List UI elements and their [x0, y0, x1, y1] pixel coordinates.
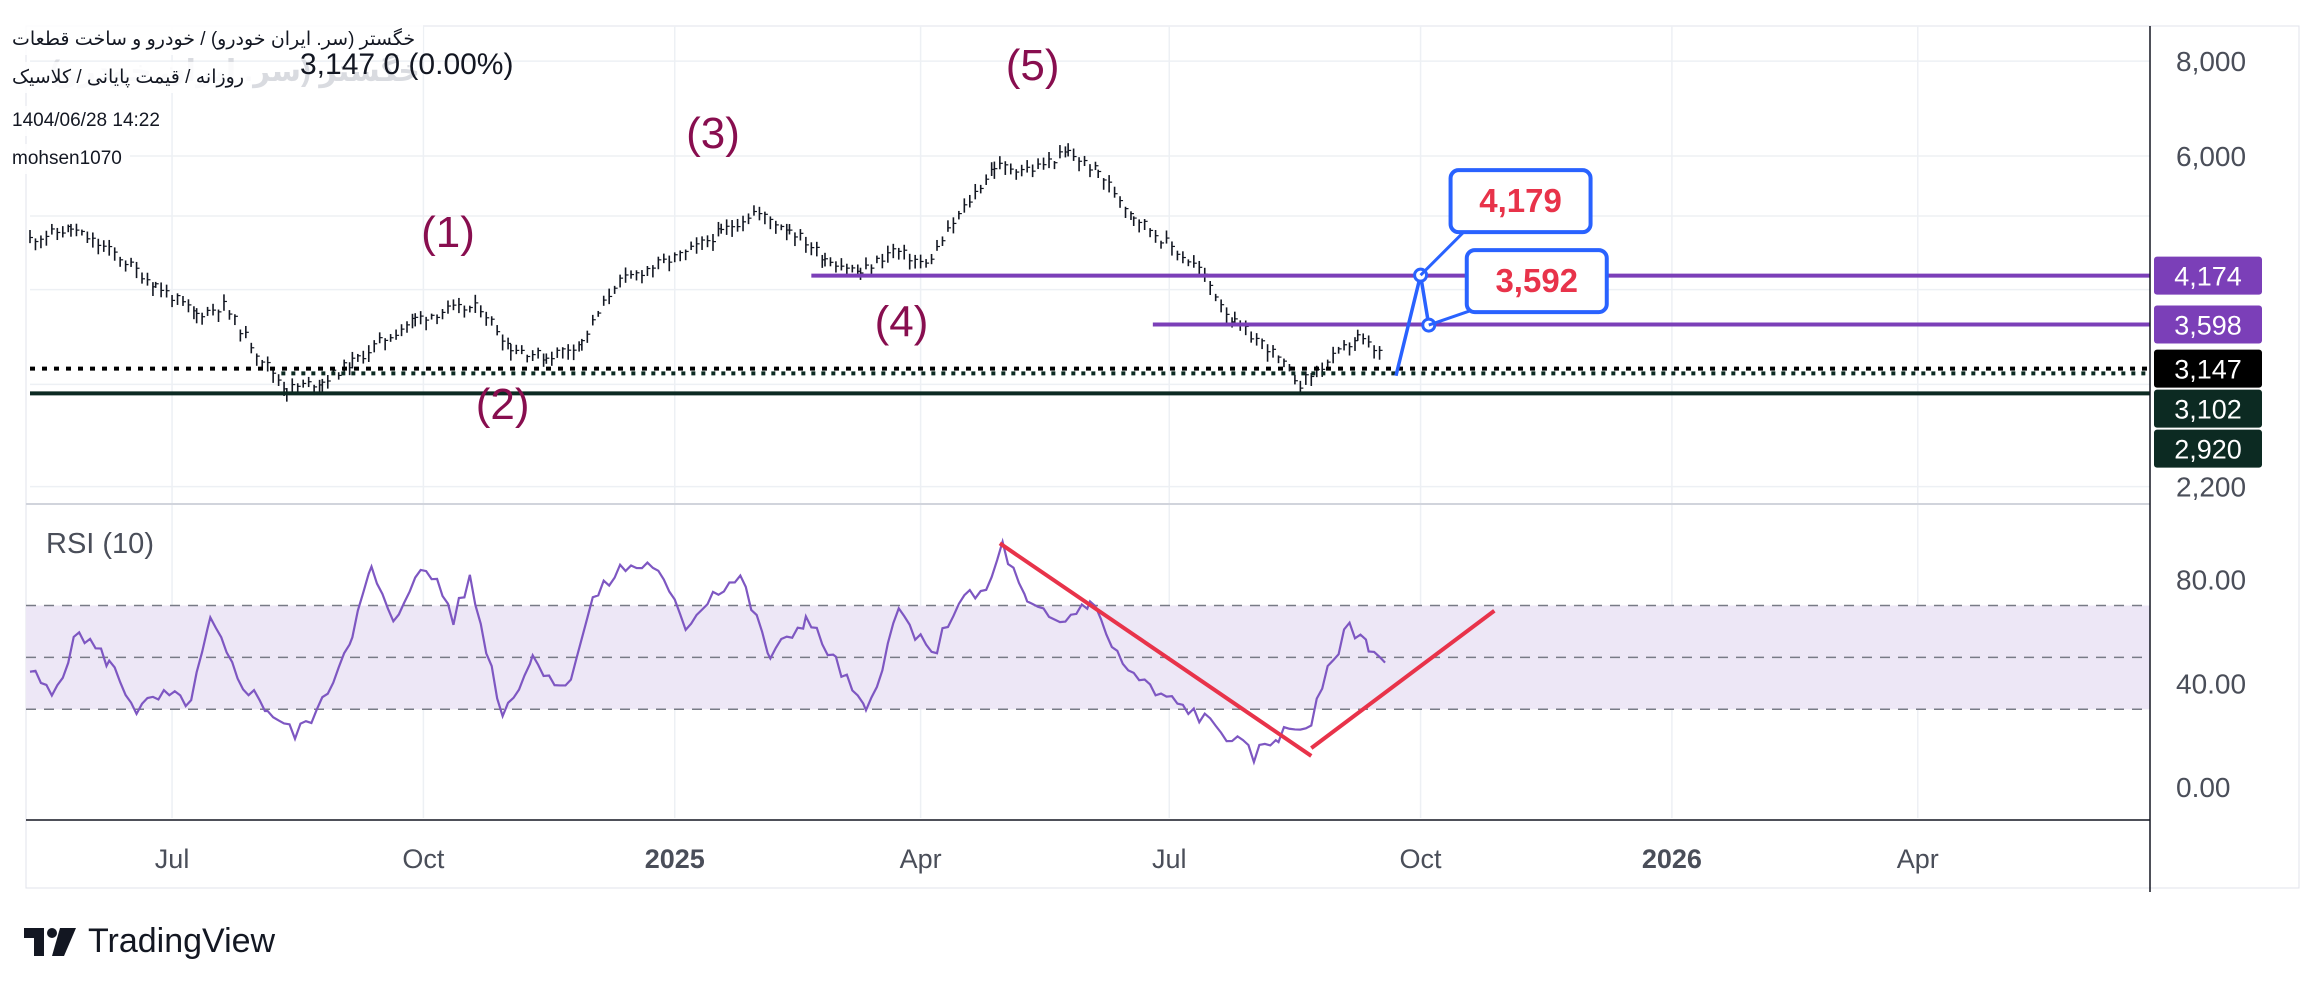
- price-level-badge: [2154, 349, 2262, 388]
- x-tick-label: 2026: [1642, 844, 1702, 874]
- brand[interactable]: TradingView: [24, 922, 275, 961]
- price-tick-label: 8,000: [2176, 46, 2246, 77]
- price-level-badge-label: 3,147: [2174, 355, 2242, 385]
- x-tick-label: Jul: [1152, 844, 1187, 874]
- price-panel[interactable]: 4,174 3,598 3,147 3,102 2,920 (1) (2) (3) (4) (5)…: [29, 41, 2262, 468]
- wave-label: (2): [476, 380, 530, 429]
- x-tick-label: Apr: [900, 844, 942, 874]
- price-level-badge-label: 2,920: [2174, 435, 2242, 465]
- brand-name: TradingView: [88, 922, 276, 960]
- target-callout: [1464, 248, 1609, 315]
- price-level-badge-label: 3,102: [2174, 395, 2242, 425]
- chart-frame: [25, 25, 2300, 889]
- rsi-tick-label: 0.00: [2176, 772, 2231, 803]
- price-tick-label: 2,200: [2176, 472, 2246, 503]
- rsi-trendline: [1310, 609, 1496, 750]
- target-callout: [1448, 168, 1593, 235]
- rsi-line: [29, 537, 1386, 766]
- price-level-badge: [2154, 429, 2262, 468]
- price-level-badge-label: 3,598: [2174, 311, 2242, 341]
- wave-label: (5): [1006, 41, 1060, 90]
- wave-label: (4): [875, 297, 929, 346]
- wave-label: (3): [686, 109, 740, 158]
- author-label: mohsen1070: [4, 144, 130, 174]
- x-tick-label: Oct: [1400, 844, 1443, 874]
- rsi-title: RSI (10): [46, 528, 154, 560]
- rsi-tick-label: 40.00: [2176, 668, 2246, 699]
- price-level-badge: [2154, 389, 2262, 428]
- tradingview-logo-icon: [24, 927, 76, 956]
- price-level-badge: [2154, 256, 2262, 295]
- x-tick-label: Apr: [1897, 844, 1939, 874]
- timeframe-label: روزانه / قیمت پایانی / کلاسیک: [4, 62, 253, 93]
- axes: Jul Oct 2025 Apr Jul Oct 2026 Apr 2,200 6,000 8,00…: [26, 26, 2246, 892]
- target-callout-label: 4,179: [1479, 182, 1562, 219]
- price-tick-label: 6,000: [2176, 141, 2246, 172]
- rsi-panel[interactable]: [26, 537, 2150, 766]
- rsi-trendline: [998, 541, 1313, 758]
- symbol-title: خگستر (سر. ایران خودرو) / خودرو و ساخت ق…: [4, 24, 424, 55]
- target-callout-label: 3,592: [1495, 262, 1578, 299]
- price-level-badge: [2154, 305, 2262, 344]
- price-readout: 3,147 0 (0.00%): [300, 48, 514, 81]
- x-tick-label: Jul: [155, 844, 190, 874]
- wave-label: (1): [421, 208, 475, 257]
- datetime-label: 1404/06/28 14:22: [4, 106, 168, 136]
- price-level-badge-label: 4,174: [2174, 262, 2242, 292]
- x-tick-label: Oct: [402, 844, 445, 874]
- rsi-tick-label: 80.00: [2176, 565, 2246, 596]
- x-tick-label: 2025: [645, 844, 705, 874]
